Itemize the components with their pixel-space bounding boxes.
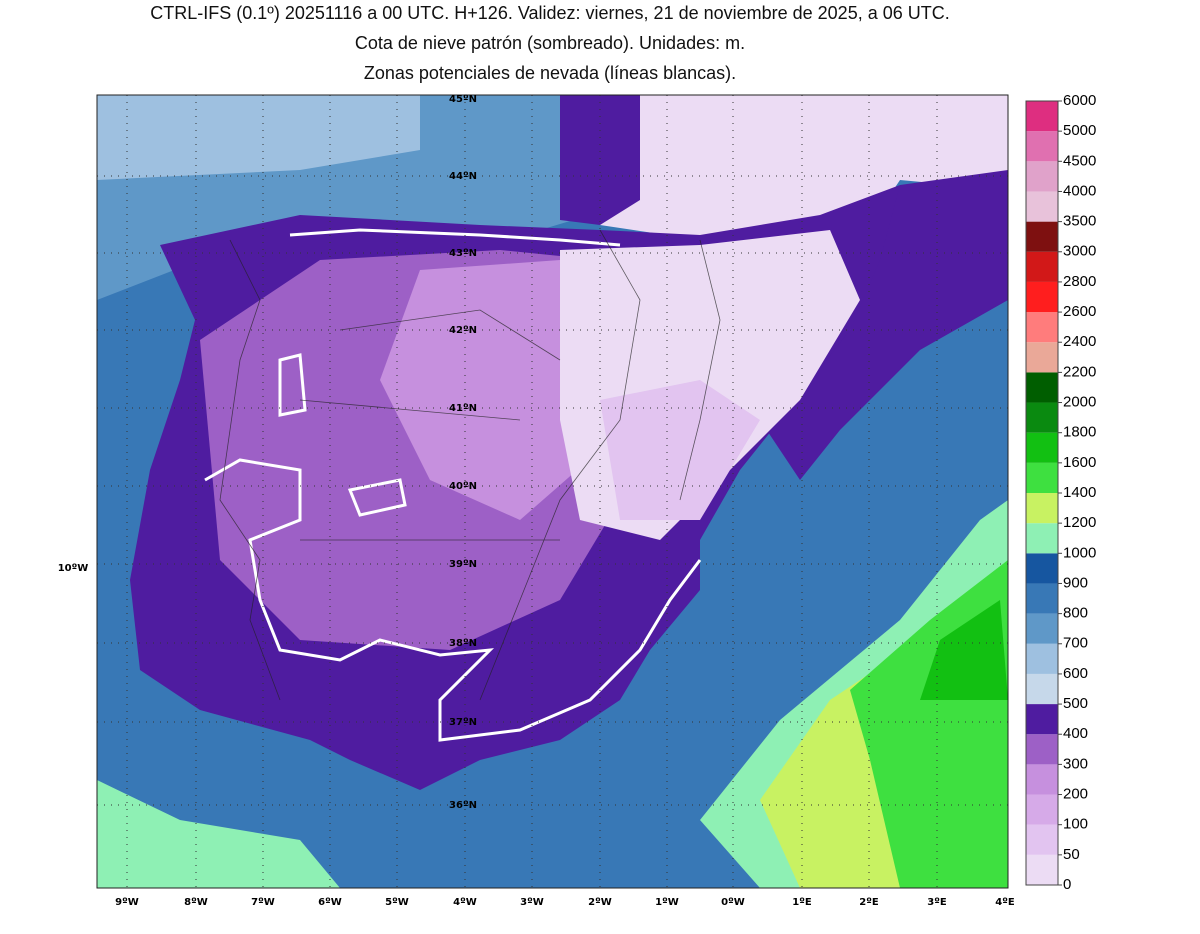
- lat-label: 40ºN: [449, 481, 477, 492]
- colorbar-band: [1026, 613, 1058, 644]
- lat-label: 36ºN: [449, 800, 477, 811]
- colorbar-label: 1400: [1063, 484, 1096, 501]
- colorbar-label: 800: [1063, 605, 1088, 622]
- colorbar-band: [1026, 191, 1058, 222]
- lon-label: 2ºW: [588, 897, 612, 908]
- lat-label: 42ºN: [449, 325, 477, 336]
- lon-label: 1ºE: [792, 897, 812, 908]
- colorbar-band: [1026, 312, 1058, 343]
- colorbar-band: [1026, 221, 1058, 252]
- lon-label: 9ºW: [115, 897, 139, 908]
- colorbar-band: [1026, 673, 1058, 705]
- colorbar-band: [1026, 824, 1058, 855]
- colorbar-label: 1000: [1063, 544, 1096, 561]
- colorbar-label: 1600: [1063, 454, 1096, 471]
- map-frame: [96, 94, 1009, 889]
- graticule: [97, 95, 1008, 888]
- colorbar-band: [1026, 764, 1058, 795]
- colorbar-band: [1026, 462, 1058, 493]
- lon-label: 10ºW: [58, 563, 89, 574]
- colorbar-label: 2000: [1063, 394, 1096, 411]
- colorbar-label: 4000: [1063, 182, 1096, 199]
- colorbar-band: [1026, 251, 1058, 282]
- colorbar-label: 6000: [1063, 92, 1096, 109]
- colorbar-band: [1026, 131, 1058, 162]
- colorbar-label: 900: [1063, 574, 1088, 591]
- colorbar-label: 3000: [1063, 243, 1096, 260]
- colorbar-label: 100: [1063, 816, 1088, 833]
- lon-label: 6ºW: [318, 897, 342, 908]
- lat-label: 41ºN: [449, 403, 477, 414]
- title: CTRL-IFS (0.1º) 20251116 a 00 UTC. H+126…: [150, 3, 950, 23]
- map-field: [97, 95, 1008, 888]
- colorbar-label: 300: [1063, 755, 1088, 772]
- colorbar-label: 500: [1063, 695, 1088, 712]
- colorbar-band: [1026, 161, 1058, 192]
- colorbar-band: [1026, 734, 1058, 765]
- lat-label: 38ºN: [449, 638, 477, 649]
- colorbar-label: 0: [1063, 876, 1071, 893]
- colorbar-label: 1200: [1063, 514, 1096, 531]
- colorbar-band: [1026, 432, 1058, 463]
- colorbar-band: [1026, 583, 1058, 614]
- colorbar-band: [1026, 523, 1058, 554]
- colorbar-label: 2600: [1063, 303, 1096, 320]
- borders: [219, 229, 721, 701]
- colorbar-label: 2800: [1063, 273, 1096, 290]
- colorbar-label: 2400: [1063, 333, 1096, 350]
- lon-label: 0ºW: [721, 897, 745, 908]
- lat-label: 39ºN: [449, 559, 477, 570]
- lon-label: 1ºW: [655, 897, 679, 908]
- colorbar-band: [1026, 402, 1058, 433]
- colorbar-band: [1026, 101, 1058, 132]
- colorbar-band: [1026, 794, 1058, 825]
- lat-label: 43ºN: [449, 248, 477, 259]
- colorbar-band: [1026, 643, 1058, 674]
- colorbar-label: 200: [1063, 786, 1088, 803]
- colorbar-label: 1800: [1063, 424, 1096, 441]
- colorbar-band: [1026, 342, 1058, 373]
- snowfall-contours: [204, 228, 702, 742]
- lon-label: 5ºW: [385, 897, 409, 908]
- colorbar-band: [1026, 553, 1058, 584]
- lon-label: 2ºE: [859, 897, 879, 908]
- lon-label: 3ºW: [520, 897, 544, 908]
- lat-label: 44ºN: [449, 171, 477, 182]
- colorbar-label: 5000: [1063, 122, 1096, 139]
- subtitle: Cota de nieve patrón (sombreado). Unidad…: [354, 33, 746, 53]
- lon-label: 8ºW: [184, 897, 208, 908]
- subtitle: Zonas potenciales de nevada (líneas blan…: [363, 63, 737, 83]
- colorbar-band: [1026, 493, 1058, 524]
- colorbar-band: [1026, 281, 1058, 313]
- colorbar-label: 50: [1063, 846, 1080, 863]
- colorbar-label: 600: [1063, 665, 1088, 682]
- colorbar-label: 4500: [1063, 152, 1096, 169]
- colorbar-label: 2200: [1063, 363, 1096, 380]
- colorbar-band: [1026, 704, 1058, 735]
- lon-label: 3ºE: [927, 897, 947, 908]
- colorbar-label: 400: [1063, 725, 1088, 742]
- colorbar-band: [1026, 854, 1058, 885]
- colorbar-band: [1026, 372, 1058, 403]
- colorbar-label: 700: [1063, 635, 1088, 652]
- lon-label: 4ºE: [995, 897, 1015, 908]
- colorbar-label: 3500: [1063, 213, 1096, 230]
- lat-label: 45ºN: [449, 94, 477, 105]
- lon-label: 7ºW: [251, 897, 275, 908]
- lon-label: 4ºW: [453, 897, 477, 908]
- lat-label: 37ºN: [449, 717, 477, 728]
